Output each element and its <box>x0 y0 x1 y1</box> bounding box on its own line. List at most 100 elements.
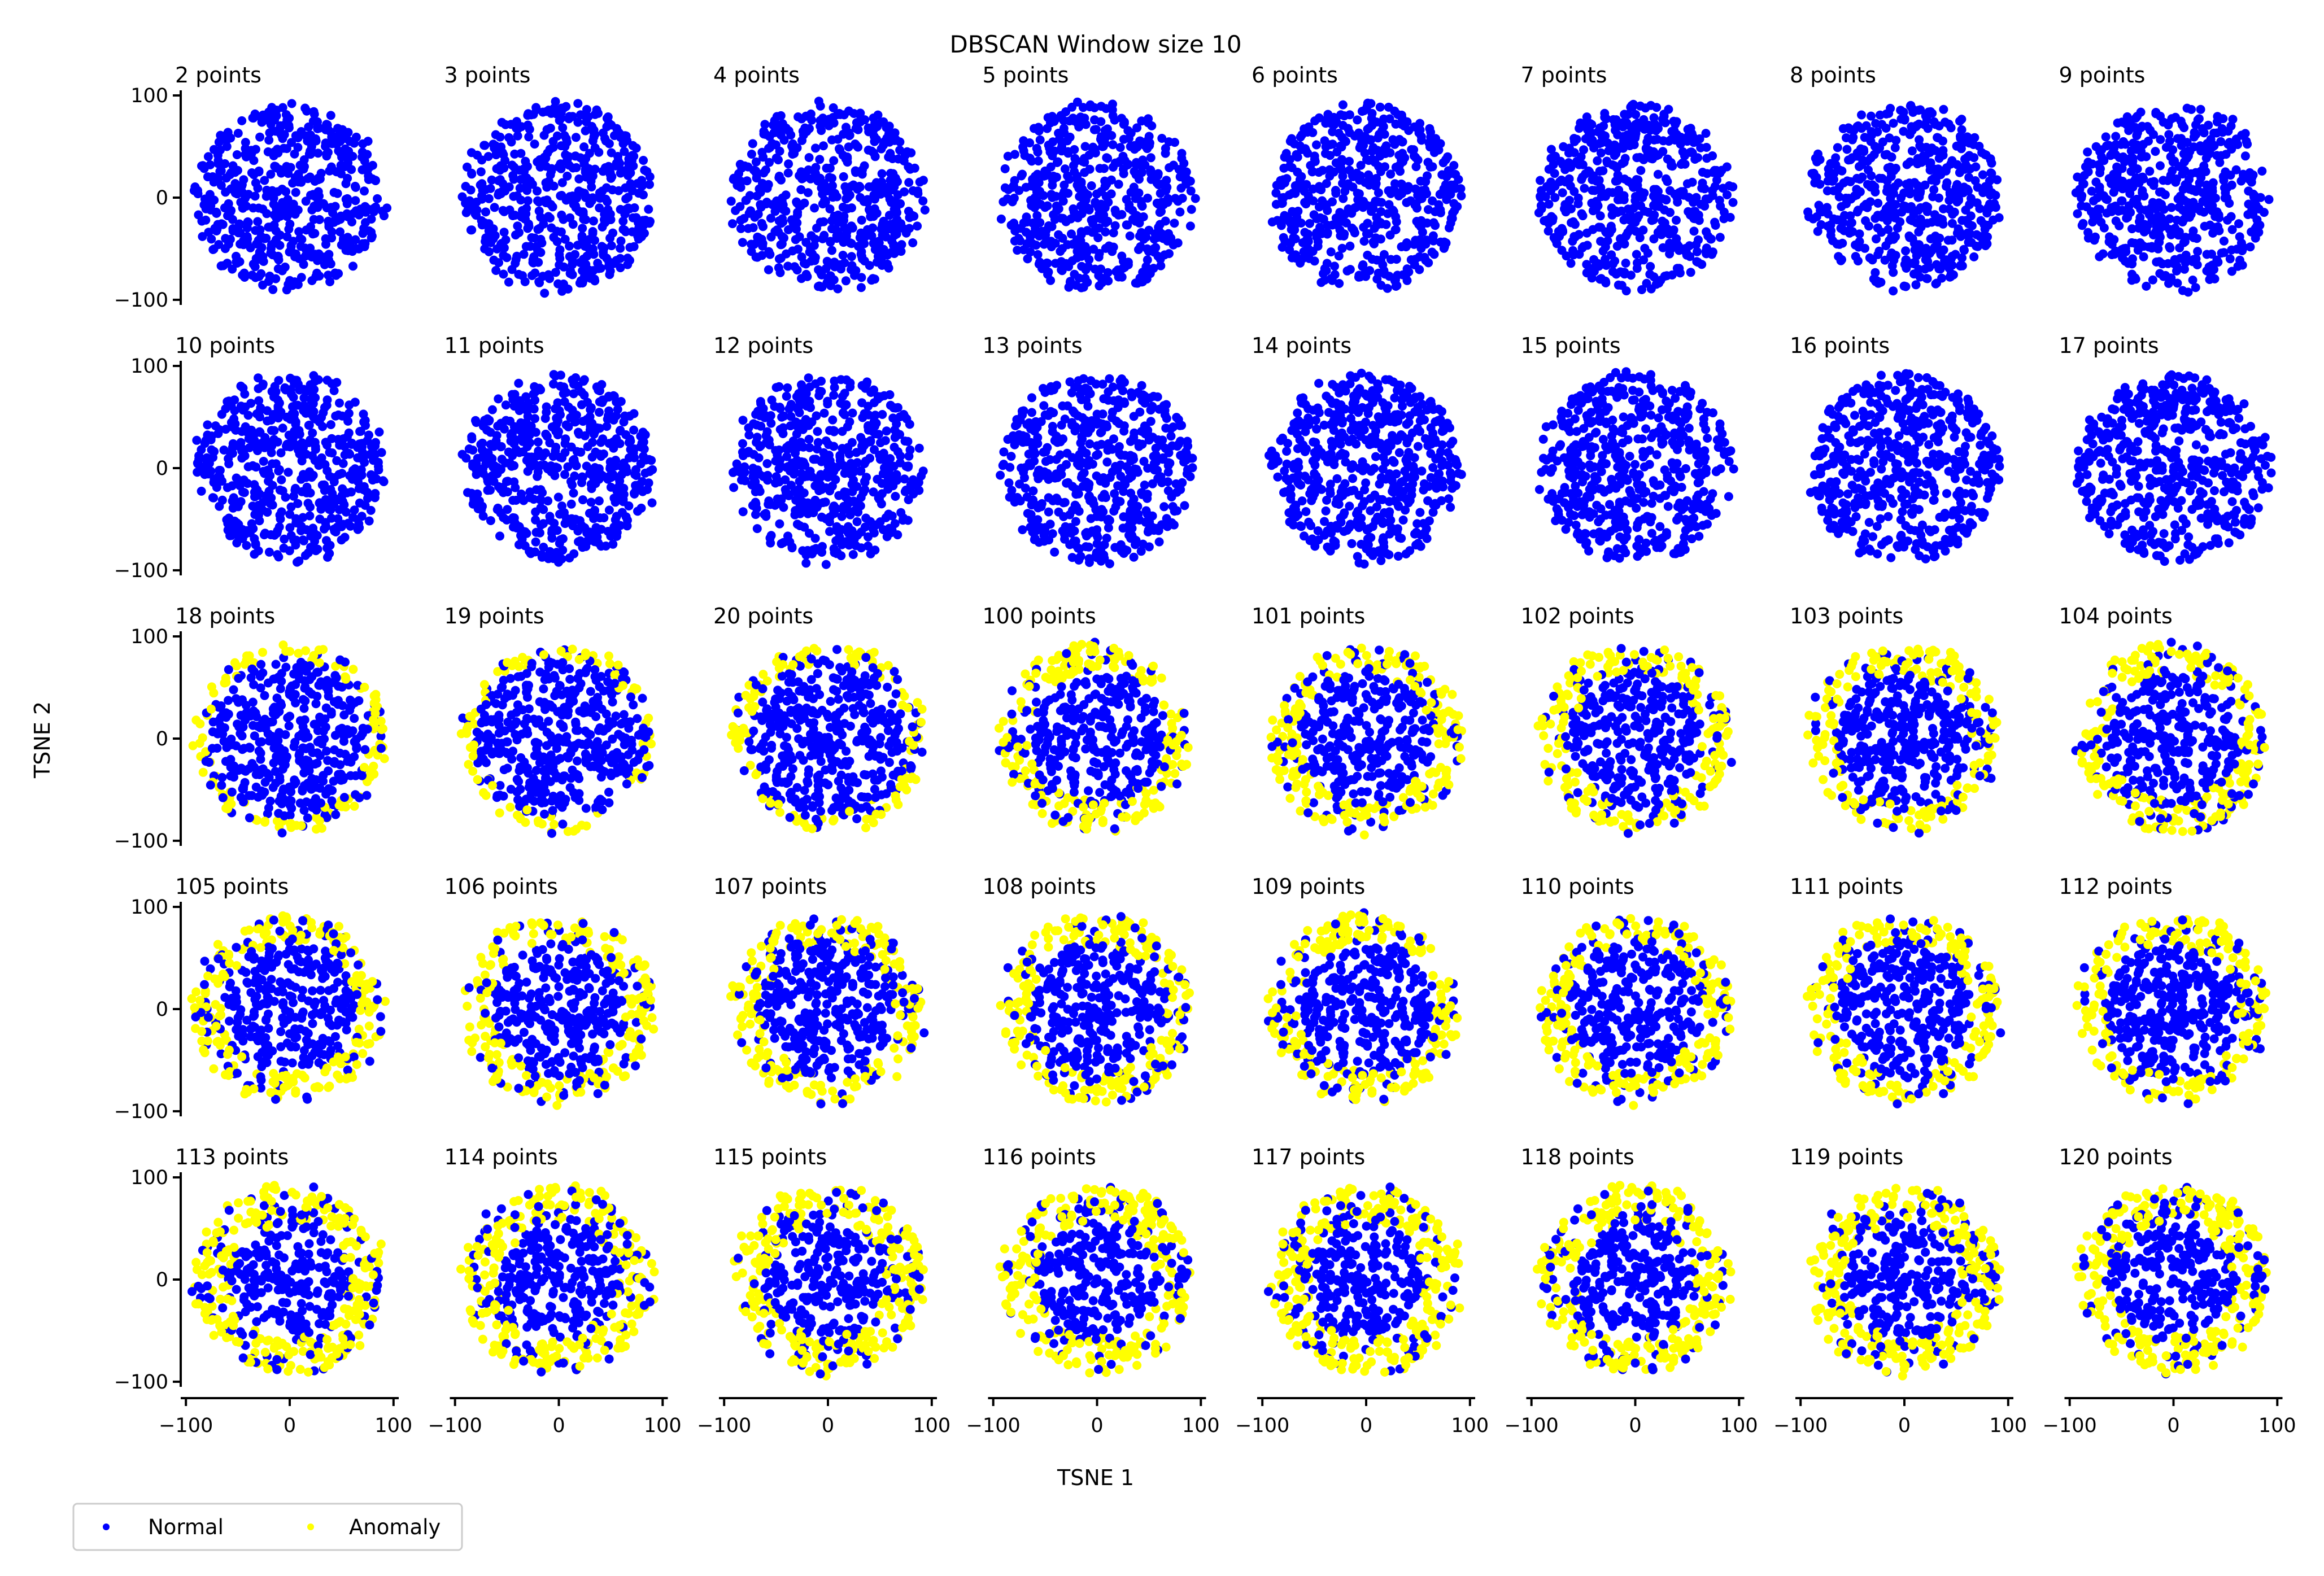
normal-point <box>293 205 303 215</box>
normal-point <box>759 129 769 139</box>
normal-point <box>366 491 375 500</box>
normal-point <box>212 208 221 218</box>
normal-point <box>1983 232 1992 242</box>
normal-point <box>239 488 249 497</box>
normal-point <box>555 260 564 270</box>
normal-point <box>1579 242 1588 251</box>
normal-point <box>1594 222 1603 232</box>
normal-point <box>620 147 629 156</box>
normal-point <box>590 143 600 152</box>
normal-point <box>1598 166 1608 176</box>
normal-point <box>557 210 566 220</box>
normal-point <box>250 480 259 490</box>
normal-point <box>289 392 298 402</box>
normal-point <box>213 220 223 229</box>
normal-point <box>1312 140 1321 150</box>
normal-point <box>1088 228 1097 237</box>
normal-point <box>1955 227 1964 237</box>
normal-point <box>1942 255 1951 265</box>
normal-point <box>2182 103 2192 113</box>
normal-point <box>1335 208 1345 217</box>
normal-point <box>266 169 276 179</box>
normal-point <box>1434 145 1444 155</box>
normal-point <box>776 254 786 263</box>
normal-point <box>520 277 530 286</box>
normal-point <box>1329 120 1339 129</box>
normal-point <box>612 124 622 133</box>
normal-point <box>1362 200 1371 210</box>
normal-point <box>1096 102 1106 111</box>
normal-point <box>841 194 851 204</box>
normal-point <box>495 531 504 541</box>
normal-point <box>1085 100 1095 110</box>
normal-point <box>270 530 280 540</box>
normal-point <box>1387 186 1397 195</box>
normal-point <box>249 170 259 180</box>
normal-point <box>999 197 1008 207</box>
normal-point <box>1300 228 1310 237</box>
normal-point <box>1979 220 1989 229</box>
normal-point <box>253 446 262 456</box>
normal-point <box>897 240 906 250</box>
normal-point <box>353 453 363 462</box>
normal-point <box>1102 153 1111 163</box>
normal-point <box>538 107 548 117</box>
normal-point <box>1363 250 1372 260</box>
normal-point <box>588 244 598 254</box>
normal-point <box>495 132 505 142</box>
normal-point <box>1707 250 1717 259</box>
normal-point <box>491 149 501 158</box>
normal-point <box>304 149 314 159</box>
normal-point <box>1902 255 1911 265</box>
normal-point <box>361 421 370 430</box>
normal-point <box>1080 274 1089 283</box>
normal-point <box>1043 201 1052 211</box>
normal-point <box>555 250 564 259</box>
normal-point <box>1857 110 1866 120</box>
normal-point <box>1087 181 1096 190</box>
normal-point <box>1575 160 1584 169</box>
normal-point <box>1889 268 1898 277</box>
normal-point <box>336 211 346 221</box>
normal-point <box>353 443 363 452</box>
normal-point <box>1366 136 1375 145</box>
normal-point <box>1640 243 1650 253</box>
normal-point <box>1621 286 1631 296</box>
normal-point <box>302 449 311 459</box>
normal-point <box>351 182 360 192</box>
normal-point <box>223 483 232 492</box>
normal-point <box>525 493 535 503</box>
normal-point <box>1404 126 1414 136</box>
normal-point <box>1179 159 1189 168</box>
normal-point <box>1952 197 1962 207</box>
normal-point <box>819 230 829 240</box>
normal-point <box>1397 113 1407 123</box>
normal-point <box>843 152 852 161</box>
normal-point <box>348 261 357 271</box>
normal-point <box>1587 120 1597 129</box>
normal-point <box>536 234 546 244</box>
normal-point <box>246 399 256 408</box>
normal-point <box>282 212 292 221</box>
normal-point <box>844 106 853 116</box>
normal-point <box>512 251 522 261</box>
normal-point <box>508 171 518 180</box>
normal-point <box>1598 131 1607 140</box>
normal-point <box>341 507 351 517</box>
normal-point <box>815 155 825 164</box>
normal-point <box>1646 261 1655 271</box>
normal-point <box>1072 156 1082 165</box>
normal-point <box>1567 218 1576 228</box>
normal-point <box>1852 173 1861 183</box>
normal-point <box>1645 269 1655 279</box>
normal-point <box>306 502 315 512</box>
normal-point <box>833 284 843 294</box>
normal-point <box>1168 240 1178 250</box>
normal-point <box>580 242 590 251</box>
normal-point <box>1620 110 1629 119</box>
normal-point <box>197 445 206 455</box>
normal-point <box>913 221 922 231</box>
normal-point <box>783 261 793 271</box>
normal-point <box>2087 159 2097 169</box>
normal-point <box>211 421 220 431</box>
